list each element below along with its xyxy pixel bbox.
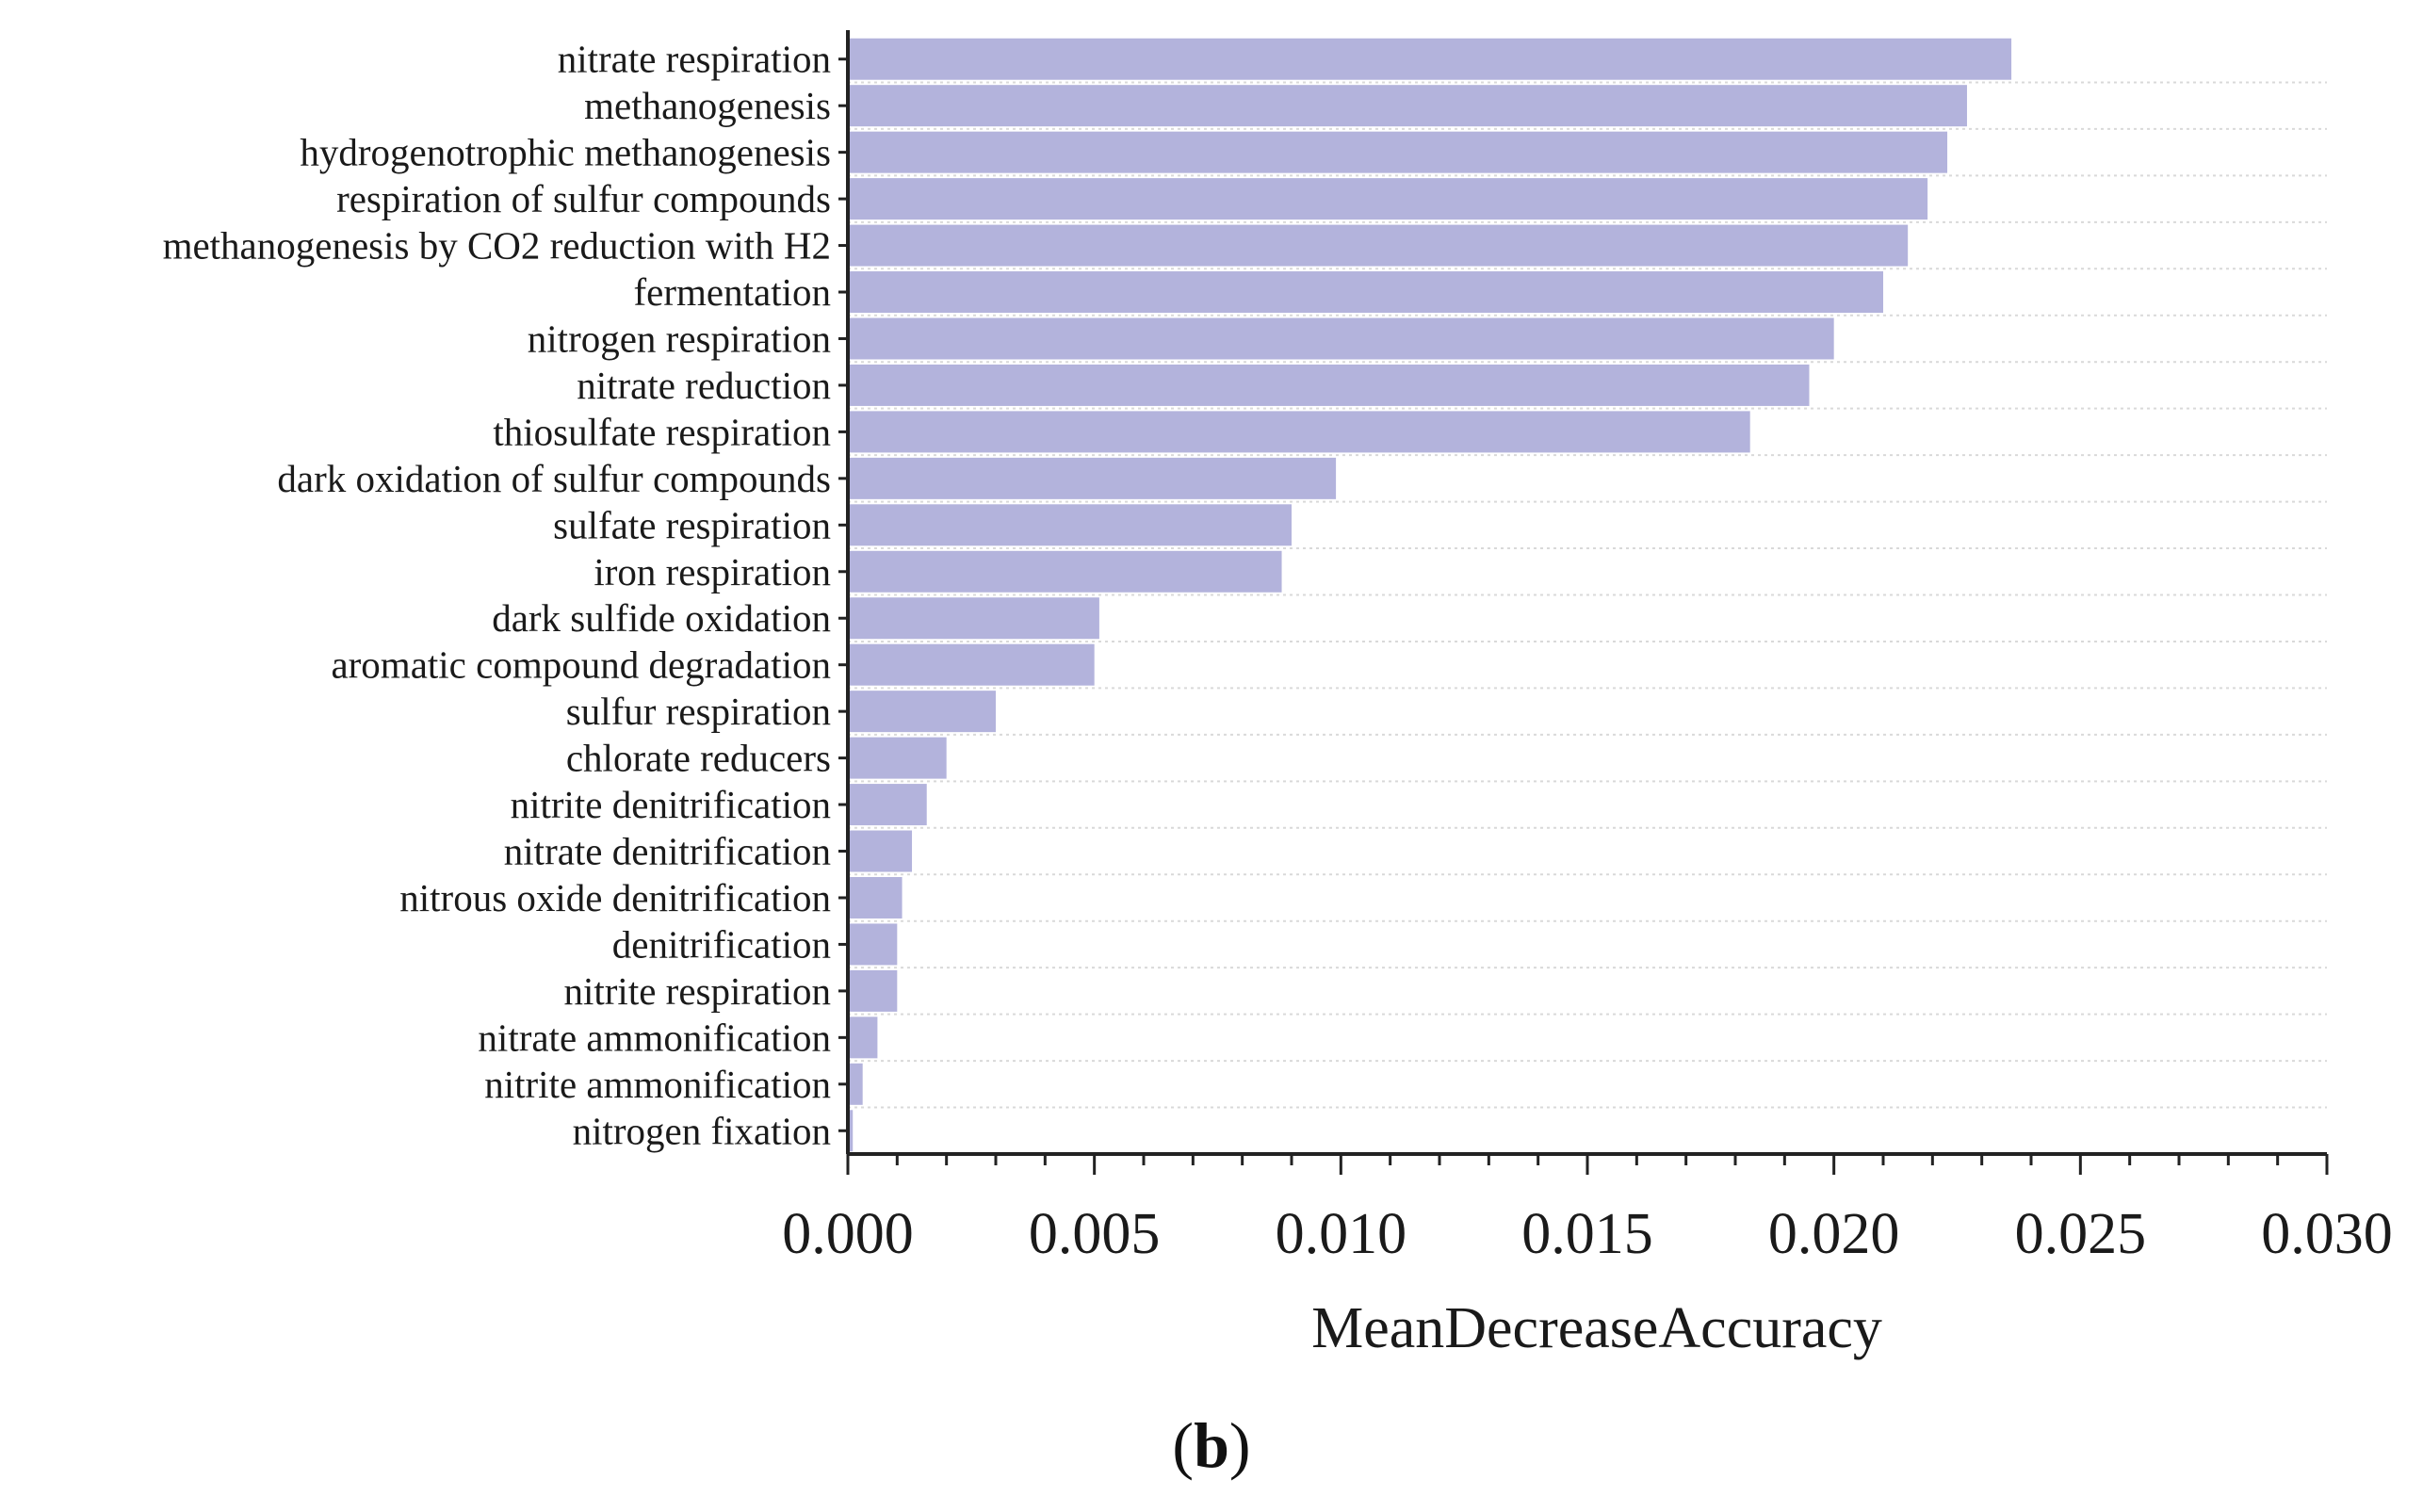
bar-nitrite-respiration bbox=[848, 969, 898, 1012]
bar-hydrogenotrophic-methanogenesis bbox=[848, 131, 1948, 173]
bar-nitrite-denitrification bbox=[848, 784, 927, 826]
x-axis-ticks: 0.000 0.005 0.010 0.015 0.020 0.025 0.030 bbox=[782, 57, 2393, 1266]
x-tick-label: 0.000 bbox=[782, 1202, 914, 1266]
bar-aromatic-compound-degradation bbox=[848, 643, 1095, 686]
category-label: nitrite ammonification bbox=[484, 1063, 831, 1106]
bar-dark-sulfide-oxidation bbox=[848, 597, 1099, 640]
category-label: nitrous oxide denitrification bbox=[399, 876, 831, 919]
panel-letter: b bbox=[1194, 1409, 1229, 1481]
bar-nitrogen-fixation bbox=[848, 1110, 854, 1152]
category-label: nitrogen fixation bbox=[573, 1109, 831, 1152]
bar-fermentation bbox=[848, 271, 1883, 314]
category-label: respiration of sulfur compounds bbox=[336, 177, 831, 220]
category-label: dark oxidation of sulfur compounds bbox=[277, 457, 831, 500]
bar-nitrate-ammonification bbox=[848, 1016, 878, 1059]
category-label: nitrite respiration bbox=[564, 969, 832, 1013]
bar-nitrous-oxide-denitrification bbox=[848, 876, 903, 919]
grid-lines bbox=[848, 81, 2327, 1155]
x-tick-label: 0.015 bbox=[1521, 1202, 1653, 1266]
category-label: methanogenesis by CO2 reduction with H2 bbox=[163, 224, 831, 268]
x-tick-label: 0.010 bbox=[1276, 1202, 1407, 1266]
category-label: sulfate respiration bbox=[553, 503, 831, 546]
category-labels: nitrate respirationmethanogenesishydroge… bbox=[163, 38, 831, 1153]
bar-methanogenesis bbox=[848, 85, 1967, 127]
category-label: denitrification bbox=[612, 922, 831, 966]
category-label: sulfur respiration bbox=[566, 690, 831, 733]
category-label: thiosulfate respiration bbox=[493, 410, 831, 453]
bar-methanogenesis-by-co2-reduction-with-h2 bbox=[848, 224, 1909, 267]
x-tick-label: 0.030 bbox=[2261, 1202, 2393, 1266]
bar-iron-respiration bbox=[848, 550, 1282, 593]
bar-sulfate-respiration bbox=[848, 504, 1292, 546]
bar-nitrate-reduction bbox=[848, 364, 1810, 406]
category-label: dark sulfide oxidation bbox=[492, 596, 831, 640]
category-label: aromatic compound degradation bbox=[331, 643, 831, 687]
x-axis-title: MeanDecreaseAccuracy bbox=[1311, 1296, 1882, 1360]
category-label: hydrogenotrophic methanogenesis bbox=[300, 131, 831, 174]
panel-label: (b) bbox=[1172, 1409, 1251, 1481]
category-label: nitrate respiration bbox=[558, 38, 831, 81]
bar-thiosulfate-respiration bbox=[848, 411, 1750, 453]
x-tick-label: 0.005 bbox=[1029, 1202, 1161, 1266]
category-label: iron respiration bbox=[594, 550, 831, 593]
x-tick-label: 0.020 bbox=[1768, 1202, 1900, 1266]
category-label: nitrogen respiration bbox=[528, 317, 831, 360]
category-label: nitrate denitrification bbox=[504, 830, 831, 873]
category-label: nitrate reduction bbox=[577, 364, 831, 407]
bar-nitrite-ammonification bbox=[848, 1063, 863, 1105]
category-label: methanogenesis bbox=[584, 84, 831, 127]
bar-respiration-of-sulfur-compounds bbox=[848, 178, 1928, 220]
category-label: nitrite denitrification bbox=[511, 783, 831, 826]
x-tick-label: 0.025 bbox=[2015, 1202, 2147, 1266]
category-label: fermentation bbox=[634, 270, 831, 314]
category-label: chlorate reducers bbox=[566, 737, 831, 780]
bar-denitrification bbox=[848, 923, 898, 966]
bar-nitrogen-respiration bbox=[848, 317, 1834, 360]
bar-nitrate-denitrification bbox=[848, 830, 913, 872]
bar-nitrate-respiration bbox=[848, 38, 2012, 80]
bar-sulfur-respiration bbox=[848, 691, 996, 733]
bar-dark-oxidation-of-sulfur-compounds bbox=[848, 457, 1337, 499]
category-label: nitrate ammonification bbox=[478, 1016, 831, 1059]
bars bbox=[848, 38, 2012, 1152]
bar-chlorate-reducers bbox=[848, 737, 947, 779]
